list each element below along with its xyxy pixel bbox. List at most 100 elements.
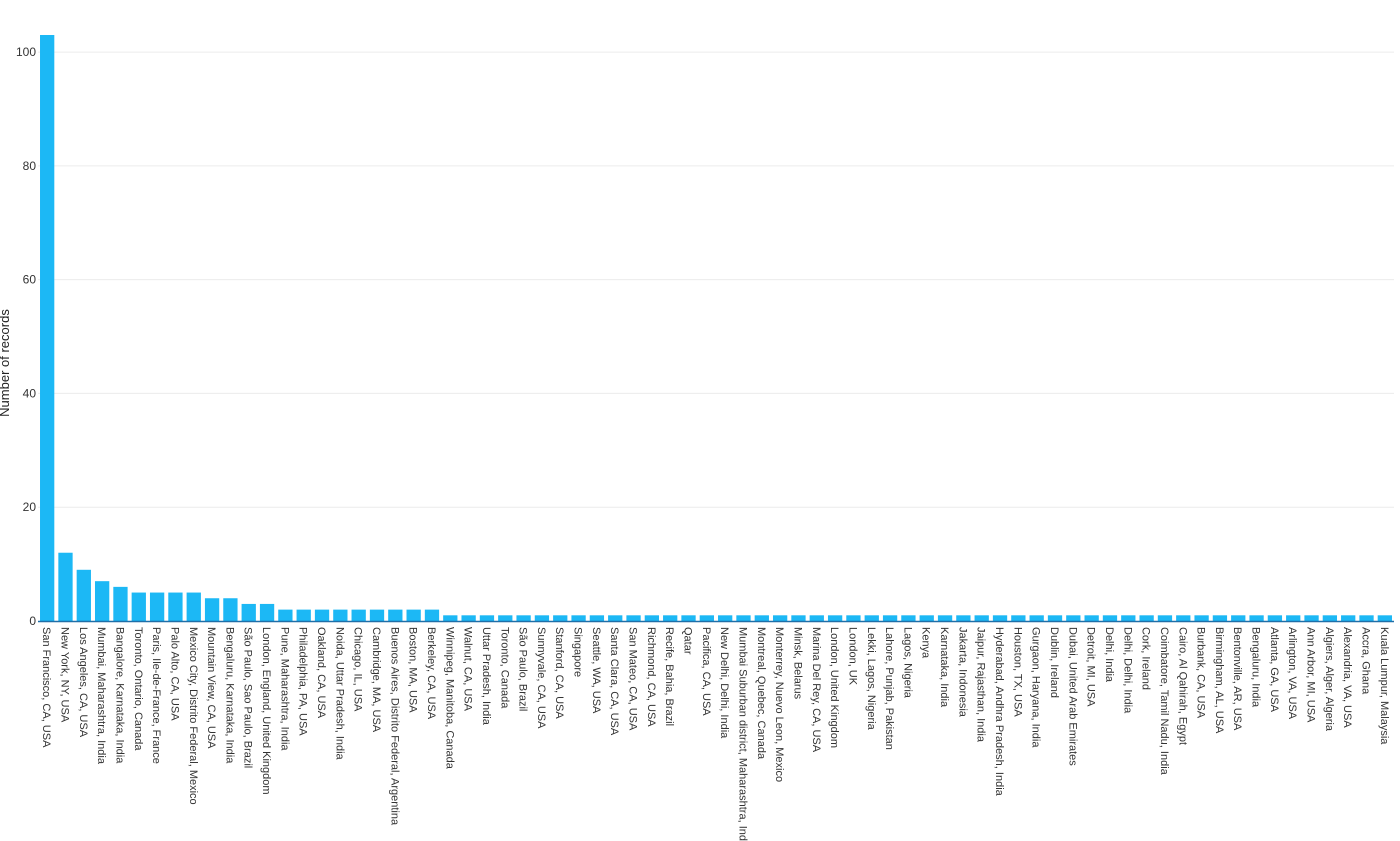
bar xyxy=(278,609,293,621)
x-tick-label: Toronto, Canada xyxy=(498,627,510,709)
x-tick-label: Montreal, Quebec, Canada xyxy=(755,627,767,760)
bar xyxy=(479,615,495,621)
x-tick-label: Chicago, IL, USA xyxy=(352,627,364,712)
x-tick-label: Mumbai Suburban district, Maharashtra, I… xyxy=(736,627,748,841)
bar xyxy=(388,609,403,621)
y-axis-ticks: 0 20 40 60 80 100 xyxy=(16,45,36,628)
x-tick-label: Mumbai, Maharashtra, India xyxy=(95,627,107,765)
bar xyxy=(40,35,55,621)
bar xyxy=(1267,615,1283,621)
bar xyxy=(113,586,128,621)
bar xyxy=(94,581,110,621)
x-tick-label: Cairo, Al Qahirah, Egypt xyxy=(1176,627,1188,745)
x-tick-label: Qatar xyxy=(682,627,694,655)
x-tick-label: Pacifica, CA, USA xyxy=(700,627,712,716)
bar xyxy=(204,598,220,621)
x-tick-label: Jakarta, Indonesia xyxy=(956,627,968,718)
bar xyxy=(1084,615,1099,621)
bar xyxy=(516,615,531,621)
x-tick-label: Mexico City, Distrito Federal, Mexico xyxy=(187,627,199,805)
x-tick-label: Algiers, Alger, Algeria xyxy=(1323,627,1335,732)
x-tick-label: Singapore xyxy=(572,627,584,677)
x-tick-label: Seattle, WA, USA xyxy=(590,627,602,714)
bar xyxy=(259,603,275,621)
bar xyxy=(1139,615,1154,621)
bar xyxy=(589,615,605,621)
x-tick-label: Hyderabad, Andhra Pradesh, India xyxy=(993,627,1005,797)
bar xyxy=(1121,615,1136,621)
x-axis-labels: San Francisco, CA, USA New York, NY, USA L… xyxy=(40,627,1390,841)
x-tick-label: Toronto, Ontario, Canada xyxy=(132,627,144,751)
bar xyxy=(1194,615,1209,621)
x-tick-label: Dublin, Ireland xyxy=(1048,627,1060,698)
bar xyxy=(699,615,714,621)
x-tick-label: Winnipeg, Manitoba, Canada xyxy=(443,627,455,770)
x-tick-label: Lahore, Punjab, Pakistan xyxy=(883,627,895,750)
x-tick-label: Philadelphia, PA, USA xyxy=(297,627,309,736)
bar xyxy=(1212,615,1228,621)
x-tick-label: Bangalore, Karnataka, India xyxy=(113,627,125,764)
x-tick-label: New Delhi, Delhi, India xyxy=(718,627,730,739)
bar xyxy=(296,609,311,621)
x-tick-label: Coimbatore, Tamil Nadu, India xyxy=(1158,627,1170,776)
bar xyxy=(681,615,696,621)
bar xyxy=(1322,615,1338,621)
bar xyxy=(772,615,788,621)
x-tick-label: Lekki, Lagos, Nigeria xyxy=(865,627,877,731)
bar xyxy=(498,615,513,621)
bar xyxy=(901,615,916,621)
bar xyxy=(406,609,421,621)
bar xyxy=(644,615,660,621)
x-tick-label: Burbank, CA, USA xyxy=(1195,627,1207,719)
bar xyxy=(168,592,183,621)
bar xyxy=(333,609,348,621)
x-tick-label: Paris, Ile-de-France, France xyxy=(150,627,162,764)
x-tick-label: Delhi, India xyxy=(1103,627,1115,683)
bar xyxy=(1176,615,1191,621)
x-tick-label: Ann Arbor, MI, USA xyxy=(1305,627,1317,723)
bar xyxy=(809,615,824,621)
x-tick-label: São Paulo, Sao Paulo, Brazil xyxy=(242,627,254,768)
x-tick-label: San Francisco, CA, USA xyxy=(40,627,52,748)
bar xyxy=(937,615,953,621)
x-tick-label: Delhi, Delhi, India xyxy=(1121,627,1133,714)
x-tick-label: Houston, TX, USA xyxy=(1011,627,1023,717)
y-tick-label: 40 xyxy=(23,386,37,400)
bar xyxy=(149,592,165,621)
bar xyxy=(992,615,1008,621)
x-tick-label: London, United Kingdom xyxy=(828,627,840,748)
bar xyxy=(718,615,733,621)
x-tick-label: Buenos Aires, Distrito Federal, Argentin… xyxy=(388,627,400,826)
x-tick-label: Cork, Ireland xyxy=(1140,627,1152,690)
x-tick-label: San Mateo, CA, USA xyxy=(627,627,639,731)
bar xyxy=(131,592,146,621)
bar xyxy=(534,615,550,621)
x-tick-label: Accra, Ghana xyxy=(1360,627,1372,695)
bar xyxy=(58,552,73,621)
bar xyxy=(1304,615,1319,621)
x-tick-label: Richmond, CA, USA xyxy=(645,627,657,727)
x-tick-label: Birmingham, AL, USA xyxy=(1213,627,1225,734)
gridlines xyxy=(38,51,1394,508)
bar xyxy=(827,615,843,621)
bar xyxy=(626,615,641,621)
x-tick-label: Marina Del Rey, CA, USA xyxy=(810,627,822,753)
bar xyxy=(424,609,440,621)
x-tick-label: Lagos, Nigeria xyxy=(901,627,913,699)
x-tick-label: Atlanta, GA, USA xyxy=(1268,627,1280,713)
bar xyxy=(1249,615,1264,621)
bar xyxy=(1011,615,1026,621)
bar xyxy=(1341,615,1356,621)
x-tick-label: Bengaluru, India xyxy=(1250,627,1262,708)
x-tick-label: Los Angeles, CA, USA xyxy=(77,627,89,738)
bar xyxy=(1102,615,1118,621)
x-tick-label: Oakland, CA, USA xyxy=(315,627,327,719)
y-tick-label: 20 xyxy=(23,500,37,514)
x-tick-label: São Paulo, Brazil xyxy=(517,627,529,711)
bar xyxy=(736,615,751,621)
x-tick-label: Karnataka, India xyxy=(938,627,950,708)
bar xyxy=(864,615,879,621)
x-tick-label: Santa Clara, CA, USA xyxy=(608,627,620,736)
x-tick-label: Cambridge, MA, USA xyxy=(370,627,382,733)
bar xyxy=(461,615,476,621)
